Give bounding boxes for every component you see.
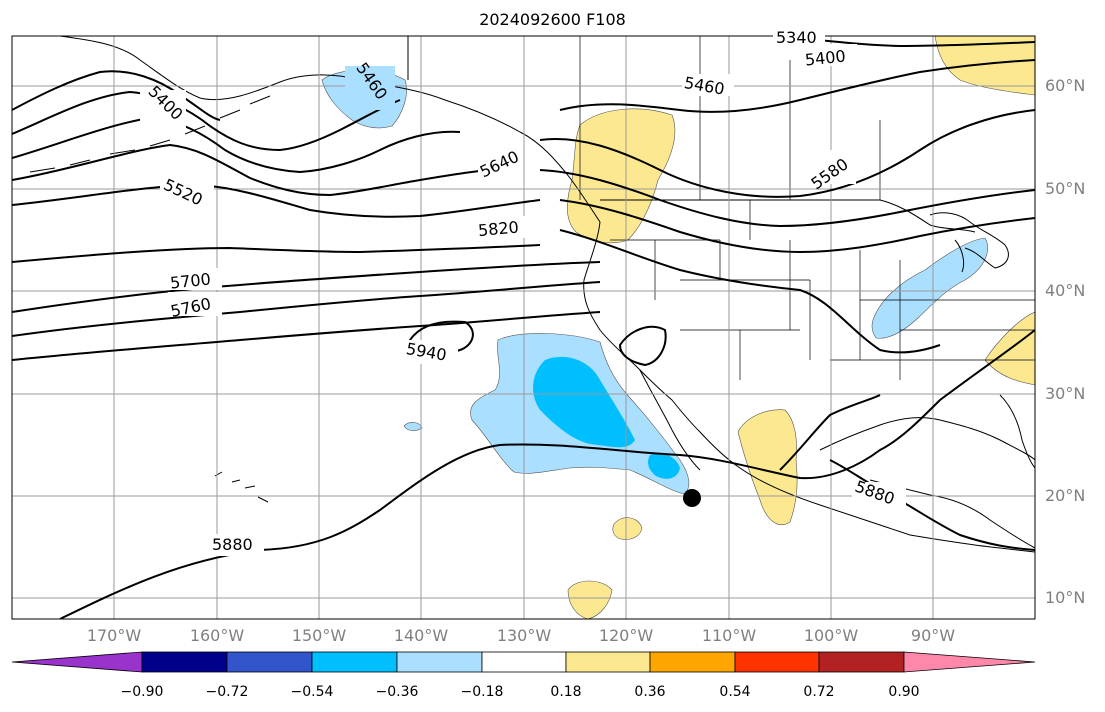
longitude-label: 170°W xyxy=(86,626,142,645)
longitude-label: 110°W xyxy=(701,626,757,645)
florida xyxy=(999,394,1035,469)
great-lakes xyxy=(929,212,1009,273)
colorbar-segment xyxy=(311,651,398,673)
contour-label: 5820 xyxy=(477,218,519,240)
colorbar-segment xyxy=(396,651,483,673)
contour-label: 5880 xyxy=(212,535,253,554)
latitude-label: 50°N xyxy=(1045,179,1086,198)
latitude-label: 40°N xyxy=(1045,281,1086,300)
contour-us-ridge xyxy=(618,325,667,367)
longitude-label: 130°W xyxy=(496,626,552,645)
colorbar-tick-label: −0.36 xyxy=(375,684,419,700)
shade-hawaii-blue xyxy=(403,422,423,432)
latitude-label: 10°N xyxy=(1045,588,1086,607)
colorbar-segment xyxy=(649,651,736,673)
shade-pacific-blue-small xyxy=(648,453,680,479)
contour-5880-main xyxy=(59,329,1035,619)
contour-label: 5700 xyxy=(169,269,211,292)
height-contours xyxy=(12,36,1035,619)
colorbar-tick-label: −0.72 xyxy=(205,684,249,700)
storm-position-marker xyxy=(683,489,701,507)
colorbar-tick-label: 0.36 xyxy=(634,684,666,700)
contour-5880-south xyxy=(779,394,1035,551)
colorbar-tick-label: 0.72 xyxy=(803,684,835,700)
longitude-label: 140°W xyxy=(393,626,449,645)
latitude-label: 60°N xyxy=(1045,76,1086,95)
gulf-coast xyxy=(819,417,1035,461)
map-title: 2024092600 F108 xyxy=(479,10,626,29)
longitude-label: 100°W xyxy=(803,626,859,645)
us-states-grid xyxy=(610,200,1035,380)
colorbar-segment xyxy=(734,651,820,673)
shade-subtropic-yellow-1 xyxy=(612,517,643,540)
shade-pacific-blue xyxy=(533,356,635,448)
colorbar-extend-high xyxy=(903,651,1036,673)
colorbar-tick-label: 0.90 xyxy=(888,684,920,700)
colorbar-segment xyxy=(565,651,651,673)
us-canada-border xyxy=(600,199,976,233)
colorbar-segment xyxy=(818,651,905,673)
latitude-label: 20°N xyxy=(1045,486,1086,505)
colorbar-tick-label: 0.18 xyxy=(550,684,582,700)
shade-mexico-yellow xyxy=(737,409,798,526)
colorbar-tick-label: −0.90 xyxy=(120,684,164,700)
colorbar-tick-label: −0.54 xyxy=(290,684,334,700)
canada-provinces xyxy=(579,36,881,200)
longitude-label: 160°W xyxy=(189,626,245,645)
aleutian-islands xyxy=(29,95,271,173)
colorbar-segment xyxy=(481,651,567,673)
anomaly-shading xyxy=(321,36,1035,619)
shade-greatlakes-blue xyxy=(871,237,988,339)
colorbar-tick-label: −0.18 xyxy=(460,684,504,700)
shade-subtropic-yellow-2 xyxy=(567,580,613,619)
west-coast xyxy=(583,221,1035,553)
contour-label: 5340 xyxy=(776,28,817,47)
map-frame xyxy=(11,35,1036,620)
baja-california xyxy=(639,369,701,471)
colorbar-segment xyxy=(141,651,228,673)
longitude-label: 150°W xyxy=(291,626,347,645)
colorbar-tick-label: 0.54 xyxy=(719,684,751,700)
contour-label: 5400 xyxy=(804,46,846,69)
colorbar-extend-low xyxy=(11,651,143,673)
hawaii-islands xyxy=(214,471,269,503)
colorbar xyxy=(11,651,1036,673)
longitude-label: 90°W xyxy=(910,626,956,645)
contour-label-group: 5340 5400 5460 5400 5460 5520 5640 5580 … xyxy=(140,28,906,556)
graticule xyxy=(12,36,1035,619)
shade-canada-yellow xyxy=(934,36,1035,96)
longitude-label: 120°W xyxy=(598,626,654,645)
latitude-label: 30°N xyxy=(1045,384,1086,403)
colorbar-segment xyxy=(226,651,313,673)
